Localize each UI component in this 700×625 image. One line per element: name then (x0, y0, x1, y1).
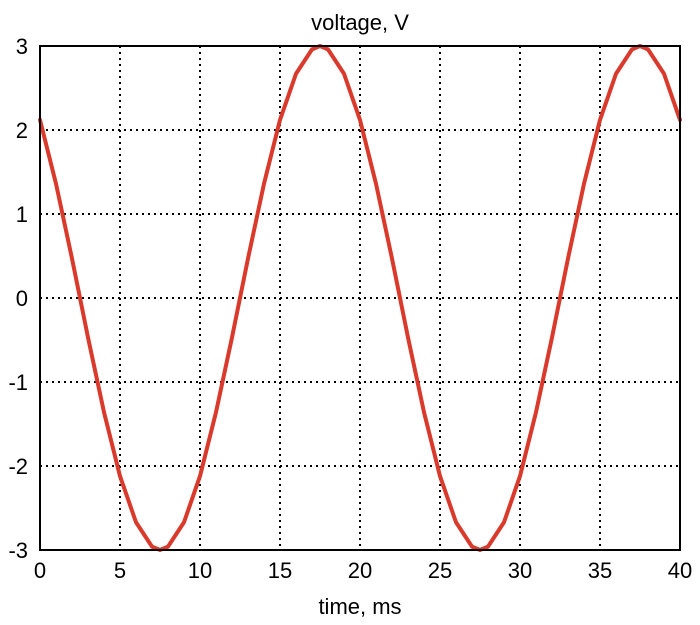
y-tick-label: 0 (16, 286, 28, 311)
grid (40, 46, 680, 550)
x-tick-labels: 0 5 10 15 20 25 30 35 40 (34, 558, 692, 583)
series-line (38, 44, 682, 552)
y-tick-label: -1 (8, 370, 28, 395)
x-tick-label: 30 (508, 558, 532, 583)
y-tick-label: 2 (16, 118, 28, 143)
x-tick-label: 20 (348, 558, 372, 583)
series-layer (38, 44, 682, 552)
x-tick-label: 10 (188, 558, 212, 583)
x-tick-label: 35 (588, 558, 612, 583)
x-tick-label: 0 (34, 558, 46, 583)
y-tick-label: 3 (16, 34, 28, 59)
chart-title: voltage, V (311, 10, 409, 35)
x-tick-label: 5 (114, 558, 126, 583)
plot-frame (39, 45, 681, 551)
x-tick-label: 15 (268, 558, 292, 583)
x-tick-label: 25 (428, 558, 452, 583)
y-tick-label: -2 (8, 454, 28, 479)
y-tick-labels: -3 -2 -1 0 1 2 3 (8, 34, 28, 563)
x-tick-label: 40 (668, 558, 692, 583)
y-tick-label: -3 (8, 538, 28, 563)
y-tick-label: 1 (16, 202, 28, 227)
x-axis-label: time, ms (318, 594, 401, 619)
